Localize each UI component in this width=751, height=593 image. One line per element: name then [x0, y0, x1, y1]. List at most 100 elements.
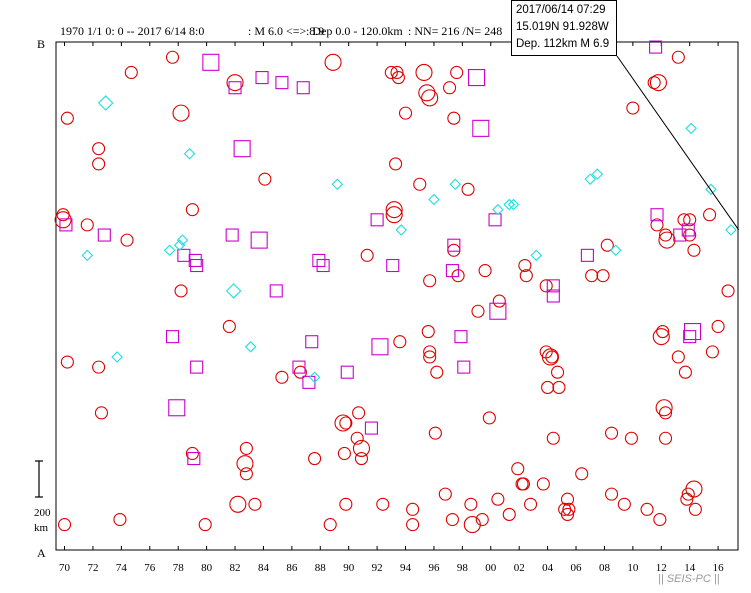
event-marker-circle[interactable] [492, 294, 506, 308]
event-marker-circle[interactable] [511, 462, 525, 476]
event-marker-square[interactable] [177, 248, 191, 262]
event-marker-circle[interactable] [308, 452, 322, 466]
event-marker-circle[interactable] [552, 380, 566, 394]
event-marker-diamond[interactable] [610, 244, 622, 257]
event-marker-square[interactable] [269, 284, 283, 298]
event-marker-square[interactable] [302, 375, 316, 389]
event-marker-square[interactable] [683, 330, 697, 344]
event-marker-circle[interactable] [653, 512, 667, 527]
event-marker-square[interactable] [228, 81, 242, 95]
event-marker-square[interactable] [275, 76, 289, 90]
event-marker-circle[interactable] [54, 211, 72, 229]
event-marker-circle[interactable] [293, 365, 307, 379]
event-marker-circle[interactable] [683, 228, 697, 242]
event-marker-circle[interactable] [385, 206, 403, 224]
event-marker-circle[interactable] [323, 518, 337, 532]
event-marker-circle[interactable] [393, 335, 407, 349]
event-marker-square[interactable] [255, 71, 269, 85]
event-marker-square[interactable] [165, 330, 180, 344]
event-marker-circle[interactable] [185, 446, 199, 461]
event-marker-diamond[interactable] [225, 283, 242, 299]
event-marker-circle[interactable] [391, 71, 405, 85]
event-marker-square[interactable] [202, 53, 220, 71]
event-marker-circle[interactable] [685, 480, 703, 498]
event-marker-circle[interactable] [447, 243, 461, 257]
event-marker-circle[interactable] [174, 284, 188, 298]
event-marker-diamond[interactable] [173, 239, 186, 251]
event-marker-square[interactable] [673, 228, 687, 242]
event-marker-square[interactable] [250, 231, 268, 249]
event-marker-circle[interactable] [516, 477, 531, 491]
event-marker-diamond[interactable] [428, 193, 440, 206]
event-marker-circle[interactable] [113, 512, 127, 527]
event-marker-diamond[interactable] [449, 178, 462, 191]
event-marker-circle[interactable] [600, 238, 614, 252]
event-marker-square[interactable] [454, 330, 468, 344]
event-marker-circle[interactable] [450, 65, 464, 80]
event-marker-circle[interactable] [604, 487, 619, 501]
event-marker-diamond[interactable] [584, 173, 597, 185]
event-marker-diamond[interactable] [530, 249, 543, 262]
event-marker-circle[interactable] [463, 516, 481, 534]
event-marker-square[interactable] [187, 452, 201, 466]
event-marker-circle[interactable] [687, 243, 701, 257]
event-marker-circle[interactable] [423, 345, 437, 359]
event-marker-circle[interactable] [60, 355, 74, 369]
event-marker-circle[interactable] [418, 84, 436, 102]
event-marker-diamond[interactable] [395, 224, 408, 236]
event-marker-square[interactable] [489, 302, 507, 320]
event-marker-circle[interactable] [94, 406, 109, 420]
event-marker-circle[interactable] [536, 477, 550, 491]
event-marker-circle[interactable] [406, 502, 420, 516]
event-marker-circle[interactable] [678, 365, 692, 379]
event-marker-circle[interactable] [705, 345, 719, 359]
event-marker-diamond[interactable] [331, 178, 344, 191]
event-marker-circle[interactable] [389, 157, 403, 171]
event-marker-diamond[interactable] [81, 249, 94, 262]
event-marker-circle[interactable] [551, 365, 565, 379]
event-marker-circle[interactable] [248, 497, 262, 511]
event-marker-diamond[interactable] [705, 183, 717, 196]
event-marker-circle[interactable] [185, 203, 199, 217]
event-marker-square[interactable] [364, 421, 378, 435]
event-marker-circle[interactable] [604, 426, 619, 440]
event-marker-circle[interactable] [647, 76, 661, 90]
event-marker-square[interactable] [546, 289, 560, 303]
event-marker-circle[interactable] [649, 74, 667, 92]
event-marker-circle[interactable] [671, 50, 685, 64]
event-marker-circle[interactable] [415, 63, 433, 82]
event-marker-diamond[interactable] [111, 351, 123, 363]
event-marker-circle[interactable] [560, 492, 575, 506]
event-marker-circle[interactable] [541, 348, 560, 366]
event-marker-circle[interactable] [656, 325, 670, 339]
event-marker-diamond[interactable] [176, 234, 189, 246]
event-marker-circle[interactable] [539, 279, 553, 293]
event-marker-circle[interactable] [385, 201, 403, 219]
event-marker-square[interactable] [316, 258, 330, 273]
event-marker-circle[interactable] [443, 81, 457, 95]
event-marker-square[interactable] [292, 360, 306, 374]
event-marker-square[interactable] [340, 365, 354, 379]
event-marker-circle[interactable] [560, 507, 575, 521]
event-marker-square[interactable] [233, 140, 251, 158]
event-marker-circle[interactable] [324, 53, 342, 71]
event-marker-circle[interactable] [519, 269, 533, 283]
event-marker-circle[interactable] [354, 452, 369, 466]
event-marker-circle[interactable] [562, 502, 576, 516]
event-marker-diamond[interactable] [183, 147, 196, 160]
event-marker-circle[interactable] [337, 446, 351, 461]
event-marker-circle[interactable] [671, 350, 685, 364]
event-marker-circle[interactable] [124, 65, 138, 80]
event-marker-circle[interactable] [398, 106, 413, 120]
event-marker-square[interactable] [472, 119, 490, 137]
event-marker-circle[interactable] [92, 142, 106, 156]
event-marker-circle[interactable] [475, 512, 489, 527]
event-marker-diamond[interactable] [725, 224, 737, 236]
event-marker-diamond[interactable] [492, 203, 504, 216]
event-marker-circle[interactable] [471, 304, 485, 318]
event-marker-circle[interactable] [658, 231, 676, 249]
event-marker-square[interactable] [296, 81, 310, 95]
event-marker-circle[interactable] [423, 274, 437, 288]
event-marker-circle[interactable] [172, 104, 190, 122]
event-marker-circle[interactable] [438, 487, 452, 501]
